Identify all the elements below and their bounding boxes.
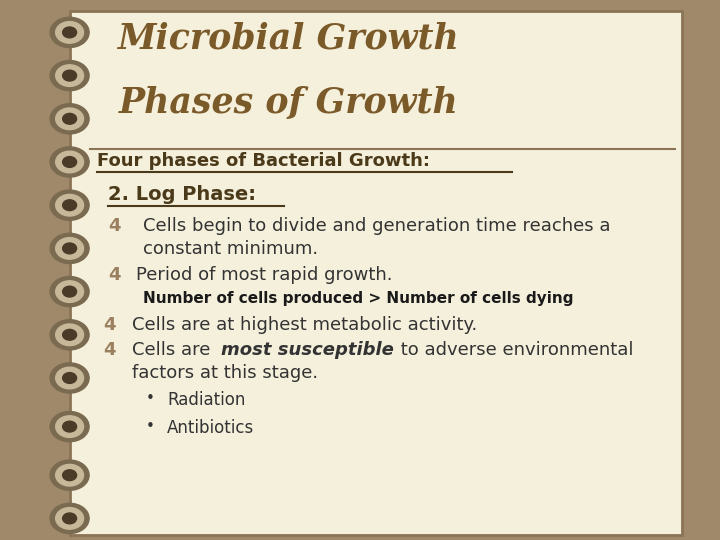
Circle shape: [63, 27, 76, 38]
Circle shape: [50, 363, 89, 393]
Text: Cells begin to divide and generation time reaches a: Cells begin to divide and generation tim…: [143, 217, 611, 235]
Circle shape: [50, 190, 89, 220]
Text: 4: 4: [108, 266, 120, 284]
Circle shape: [50, 411, 89, 442]
Circle shape: [63, 329, 76, 340]
Circle shape: [50, 60, 89, 91]
Text: to adverse environmental: to adverse environmental: [395, 341, 634, 359]
Circle shape: [50, 104, 89, 134]
Circle shape: [55, 108, 84, 130]
Circle shape: [55, 151, 84, 173]
Circle shape: [63, 200, 76, 211]
Text: Four phases of Bacterial Growth:: Four phases of Bacterial Growth:: [97, 152, 431, 170]
Circle shape: [50, 503, 89, 534]
Text: constant minimum.: constant minimum.: [143, 240, 318, 258]
Circle shape: [63, 421, 76, 432]
Circle shape: [63, 373, 76, 383]
Circle shape: [55, 324, 84, 346]
Circle shape: [55, 367, 84, 389]
Circle shape: [55, 194, 84, 216]
Text: Cells are: Cells are: [132, 341, 217, 359]
Text: Phases of Growth: Phases of Growth: [118, 86, 458, 120]
Circle shape: [50, 147, 89, 177]
Text: Cells are at highest metabolic activity.: Cells are at highest metabolic activity.: [132, 316, 477, 334]
Text: most susceptible: most susceptible: [220, 341, 394, 359]
Circle shape: [63, 113, 76, 124]
Text: 4: 4: [103, 316, 115, 334]
Circle shape: [50, 17, 89, 48]
Circle shape: [63, 157, 76, 167]
Circle shape: [55, 22, 84, 43]
Circle shape: [50, 460, 89, 490]
FancyBboxPatch shape: [70, 11, 682, 535]
Text: factors at this stage.: factors at this stage.: [132, 364, 318, 382]
Text: 4: 4: [103, 341, 115, 359]
Text: Number of cells produced > Number of cells dying: Number of cells produced > Number of cel…: [143, 291, 573, 306]
Circle shape: [63, 243, 76, 254]
Circle shape: [63, 470, 76, 481]
Circle shape: [50, 233, 89, 264]
Text: 2. Log Phase:: 2. Log Phase:: [108, 185, 256, 204]
Circle shape: [63, 286, 76, 297]
Circle shape: [55, 281, 84, 302]
Circle shape: [63, 513, 76, 524]
Circle shape: [50, 276, 89, 307]
Text: 4: 4: [108, 217, 120, 235]
Text: Microbial Growth: Microbial Growth: [118, 22, 460, 56]
Circle shape: [55, 238, 84, 259]
Text: Antibiotics: Antibiotics: [167, 419, 254, 437]
Circle shape: [55, 416, 84, 437]
Circle shape: [55, 65, 84, 86]
Text: •: •: [146, 419, 155, 434]
Circle shape: [55, 508, 84, 529]
Text: Period of most rapid growth.: Period of most rapid growth.: [136, 266, 392, 284]
Circle shape: [55, 464, 84, 486]
Text: •: •: [146, 391, 155, 406]
Circle shape: [50, 320, 89, 350]
Text: Radiation: Radiation: [167, 391, 246, 409]
Circle shape: [63, 70, 76, 81]
